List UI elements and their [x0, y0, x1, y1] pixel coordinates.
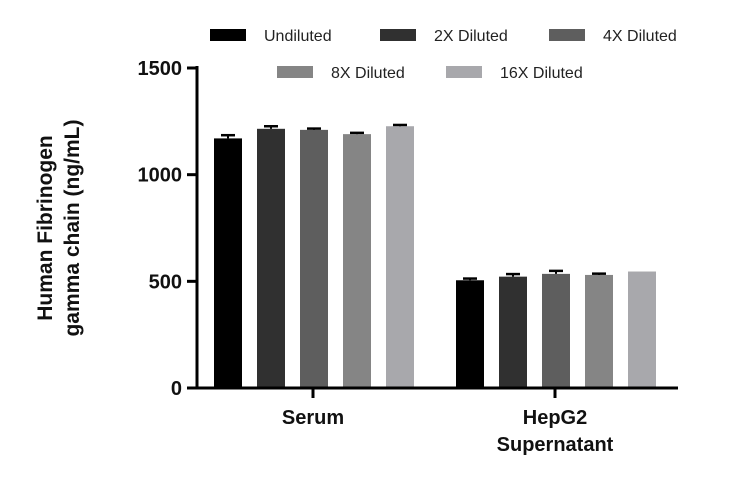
bar: [542, 273, 570, 388]
legend-swatch: [380, 29, 416, 41]
bar: [585, 274, 613, 388]
axes: 0 500 1000 1500 Serum HepG2 Supernatant: [138, 58, 678, 456]
legend-label: 2X Diluted: [434, 28, 508, 45]
plot-area: [214, 123, 656, 389]
legend-swatch: [210, 29, 246, 41]
bar: [214, 138, 242, 388]
x-tick-label: Supernatant: [497, 434, 614, 456]
legend-label: Undiluted: [264, 28, 332, 45]
legend: Undiluted 2X Diluted 4X Diluted 8X Diluted 1…: [210, 28, 677, 82]
legend-swatch: [277, 66, 313, 78]
y-tick-label: 1000: [138, 165, 183, 187]
y-tick-label: 500: [149, 271, 182, 293]
legend-label: 4X Diluted: [603, 28, 677, 45]
legend-label: 16X Diluted: [500, 65, 583, 82]
legend-swatch: [549, 29, 585, 41]
bar: [628, 271, 656, 388]
y-axis-label-line-1: Human Fibrinogen: [34, 135, 57, 321]
y-tick-label: 0: [171, 378, 182, 400]
bar: [343, 134, 371, 388]
legend-swatch: [446, 66, 482, 78]
y-tick-label: 1500: [138, 58, 183, 80]
x-tick-label: HepG2: [523, 407, 587, 429]
bar: [499, 276, 527, 388]
bar: [257, 128, 285, 389]
bar: [456, 280, 484, 388]
bar: [300, 129, 328, 388]
x-tick-label: Serum: [282, 407, 344, 429]
bar: [386, 126, 414, 389]
y-axis-label-line-2: gamma chain (ng/mL): [61, 119, 84, 336]
legend-label: 8X Diluted: [331, 65, 405, 82]
y-axis-label: Human Fibrinogen gamma chain (ng/mL): [34, 119, 84, 336]
